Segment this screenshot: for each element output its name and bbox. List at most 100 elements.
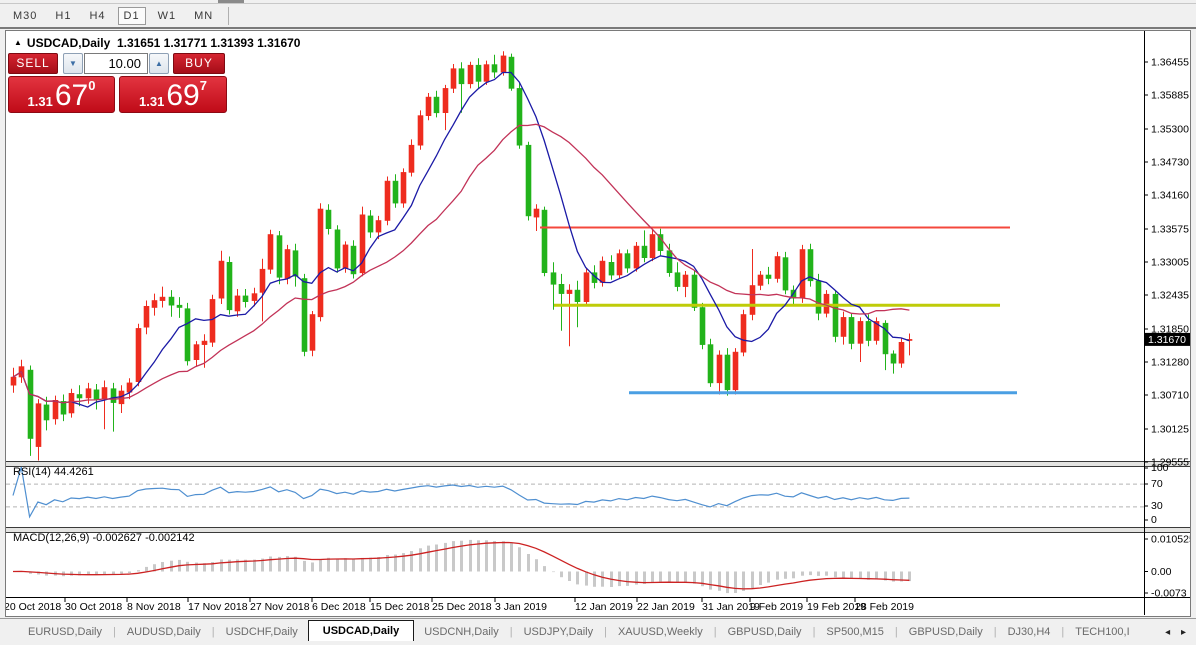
- candle-body: [10, 376, 17, 386]
- candle-body: [159, 296, 166, 301]
- candle-body: [848, 317, 855, 344]
- candle-body: [574, 289, 581, 303]
- ohlc-readout: 1.31651 1.31771 1.31393 1.31670: [116, 36, 301, 50]
- candle-body: [857, 321, 864, 344]
- tab-scroll-arrows[interactable]: ◂ ▸: [1165, 626, 1190, 638]
- price-chart[interactable]: 1.36455 1.35885 1.35300 1.34730 1.34160 1.335…: [6, 31, 1190, 616]
- date-axis-label[interactable]: 22 Jan 2019: [637, 601, 695, 613]
- timeframe-w1[interactable]: W1: [157, 9, 177, 22]
- date-axis-label[interactable]: 17 Nov 2018: [188, 601, 248, 613]
- pane-splitter[interactable]: [6, 527, 1190, 533]
- timeframe-d1[interactable]: D1: [117, 6, 146, 25]
- date-axis-label[interactable]: 30 Oct 2018: [65, 601, 122, 613]
- candle-body: [682, 274, 689, 287]
- candle-body: [309, 314, 316, 351]
- date-axis-label[interactable]: 19 Feb 2019: [807, 601, 866, 613]
- chart-window[interactable]: 1.36455 1.35885 1.35300 1.34730 1.34160 1.335…: [5, 30, 1191, 617]
- tab-gbpusd-daily[interactable]: GBPUSD,Daily: [727, 626, 802, 638]
- candle-body: [251, 293, 258, 301]
- candle-body: [259, 268, 266, 293]
- toolbar-icon-remnant: [218, 0, 244, 3]
- candle-body: [425, 96, 432, 116]
- tab-xauusd-weekly[interactable]: XAUUSD,Weekly: [617, 626, 703, 638]
- timeframe-mn[interactable]: MN: [194, 9, 214, 22]
- tab-usdjpy-daily[interactable]: USDJPY,Daily: [523, 626, 594, 638]
- tab-audusd-daily[interactable]: AUDUSD,Daily: [126, 626, 201, 638]
- tab-gbpusd-daily[interactable]: GBPUSD,Daily: [908, 626, 983, 638]
- buy-button[interactable]: BUY: [173, 53, 225, 74]
- tab-usdchf-daily[interactable]: USDCHF,Daily: [225, 626, 298, 638]
- candle-body: [27, 369, 34, 439]
- date-axis-label[interactable]: 20 Oct 2018: [6, 601, 61, 613]
- candle-body: [716, 354, 723, 384]
- candle-body: [85, 388, 92, 399]
- price-axis-label: 1.33005: [1151, 257, 1189, 269]
- timeframe-h1[interactable]: H1: [55, 9, 72, 22]
- tab-dj30-h4[interactable]: DJ30,H4: [1007, 626, 1051, 638]
- tab-eurusd-daily[interactable]: EURUSD,Daily: [28, 626, 102, 638]
- candle-body: [201, 340, 208, 345]
- candle-body: [60, 401, 67, 415]
- tab-separator: |: [604, 626, 607, 638]
- price-axis-label: 1.34730: [1151, 157, 1189, 169]
- candle-body: [408, 144, 415, 173]
- timeframe-h4[interactable]: H4: [89, 9, 106, 22]
- tab-separator: |: [112, 626, 116, 638]
- tab-sp500-m15[interactable]: SP500,M15: [826, 626, 884, 638]
- date-axis-label[interactable]: 6 Dec 2018: [312, 601, 366, 613]
- candle-body: [76, 394, 83, 399]
- volume-decrease-button[interactable]: ▼: [63, 53, 83, 74]
- date-axis-label[interactable]: 12 Jan 2019: [575, 601, 633, 613]
- candle-body: [583, 272, 590, 302]
- ma-slow-line: [12, 123, 910, 404]
- date-axis-label[interactable]: 28 Feb 2019: [855, 601, 914, 613]
- date-axis-label[interactable]: 15 Dec 2018: [370, 601, 430, 613]
- candle-body: [674, 272, 681, 287]
- candle-body: [815, 280, 822, 314]
- candle-body: [301, 278, 308, 352]
- candle-body: [525, 144, 532, 217]
- candle-body: [699, 307, 706, 345]
- tab-tech100-i[interactable]: TECH100,I: [1075, 626, 1130, 638]
- date-axis-label[interactable]: 9 Feb 2019: [750, 601, 803, 613]
- candle-body: [666, 250, 673, 273]
- date-axis-label[interactable]: 31 Jan 2019: [702, 601, 760, 613]
- date-axis-label[interactable]: 3 Jan 2019: [495, 601, 547, 613]
- candle-body: [774, 256, 781, 279]
- candle-body: [168, 296, 175, 306]
- timeframe-m30[interactable]: M30: [13, 9, 38, 22]
- macd-axis-label: 0.010525: [1151, 534, 1190, 546]
- candle-body: [184, 308, 191, 362]
- price-axis-label: 1.29555: [1151, 457, 1189, 469]
- sell-button[interactable]: SELL: [8, 53, 58, 74]
- candle-body: [807, 249, 814, 282]
- sell-price-box[interactable]: 1.31 67 0: [8, 76, 115, 113]
- candle-body: [292, 250, 299, 277]
- candle-body: [566, 289, 573, 294]
- tab-usdcad-daily[interactable]: USDCAD,Daily: [307, 620, 415, 641]
- candle-body: [392, 180, 399, 204]
- date-axis-label[interactable]: 25 Dec 2018: [432, 601, 492, 613]
- collapse-triangle-icon[interactable]: ▲: [14, 38, 22, 47]
- candle-body: [550, 272, 557, 285]
- date-axis-label[interactable]: 27 Nov 2018: [250, 601, 310, 613]
- candle-body: [43, 404, 50, 421]
- candle-body: [226, 262, 233, 311]
- candle-body: [840, 317, 847, 337]
- candle-body: [491, 64, 498, 73]
- volume-increase-button[interactable]: ▲: [149, 53, 169, 74]
- buy-price-box[interactable]: 1.31 69 7: [119, 76, 227, 113]
- volume-input[interactable]: 10.00: [84, 53, 148, 74]
- tab-usdcnh-daily[interactable]: USDCNH,Daily: [424, 626, 499, 638]
- date-axis-label[interactable]: 8 Nov 2018: [127, 601, 181, 613]
- pane-splitter[interactable]: [6, 461, 1190, 467]
- price-axis-label: 1.35300: [1151, 124, 1189, 136]
- candle-body: [649, 234, 656, 259]
- candle-body: [143, 305, 150, 328]
- buy-price-sup: 7: [199, 78, 207, 93]
- timeframe-toolbar: M30 H1 H4 D1 W1 MN: [0, 4, 1196, 29]
- candle-body: [500, 55, 507, 73]
- candle-body: [558, 284, 565, 294]
- candle-body: [832, 293, 839, 337]
- candle-body: [890, 353, 897, 364]
